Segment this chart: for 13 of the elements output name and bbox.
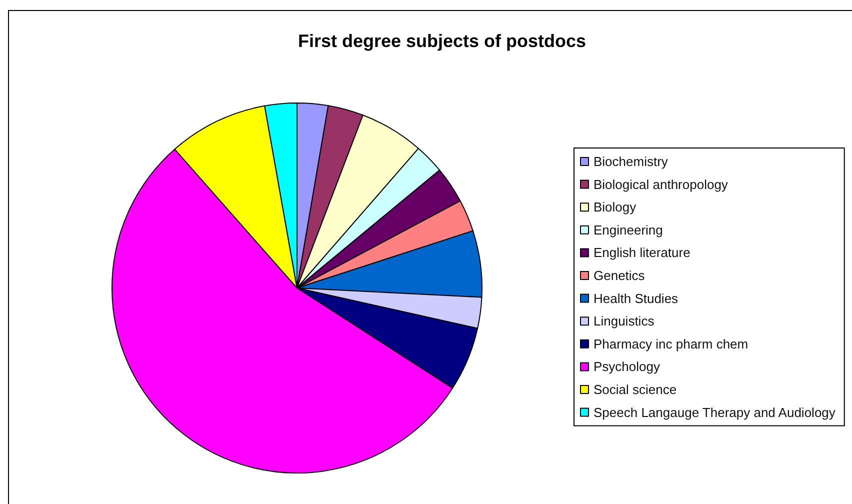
legend-label: Psychology: [594, 359, 660, 374]
chart-title: First degree subjects of postdocs: [298, 31, 586, 51]
legend-label: Pharmacy inc pharm chem: [594, 336, 748, 352]
legend-label: Engineering: [594, 222, 663, 238]
legend-label: Biological anthropology: [594, 176, 728, 192]
legend-label: Biochemistry: [594, 154, 668, 169]
legend-label: English literature: [594, 245, 690, 260]
legend-label: Biology: [594, 200, 637, 215]
legend-label: Linguistics: [594, 314, 655, 329]
legend-label: Genetics: [594, 268, 646, 283]
legend-label: Social science: [594, 382, 677, 397]
legend-label: Speech Langauge Therapy and Audiology: [594, 404, 836, 420]
legend-label: Health Studies: [594, 290, 679, 306]
